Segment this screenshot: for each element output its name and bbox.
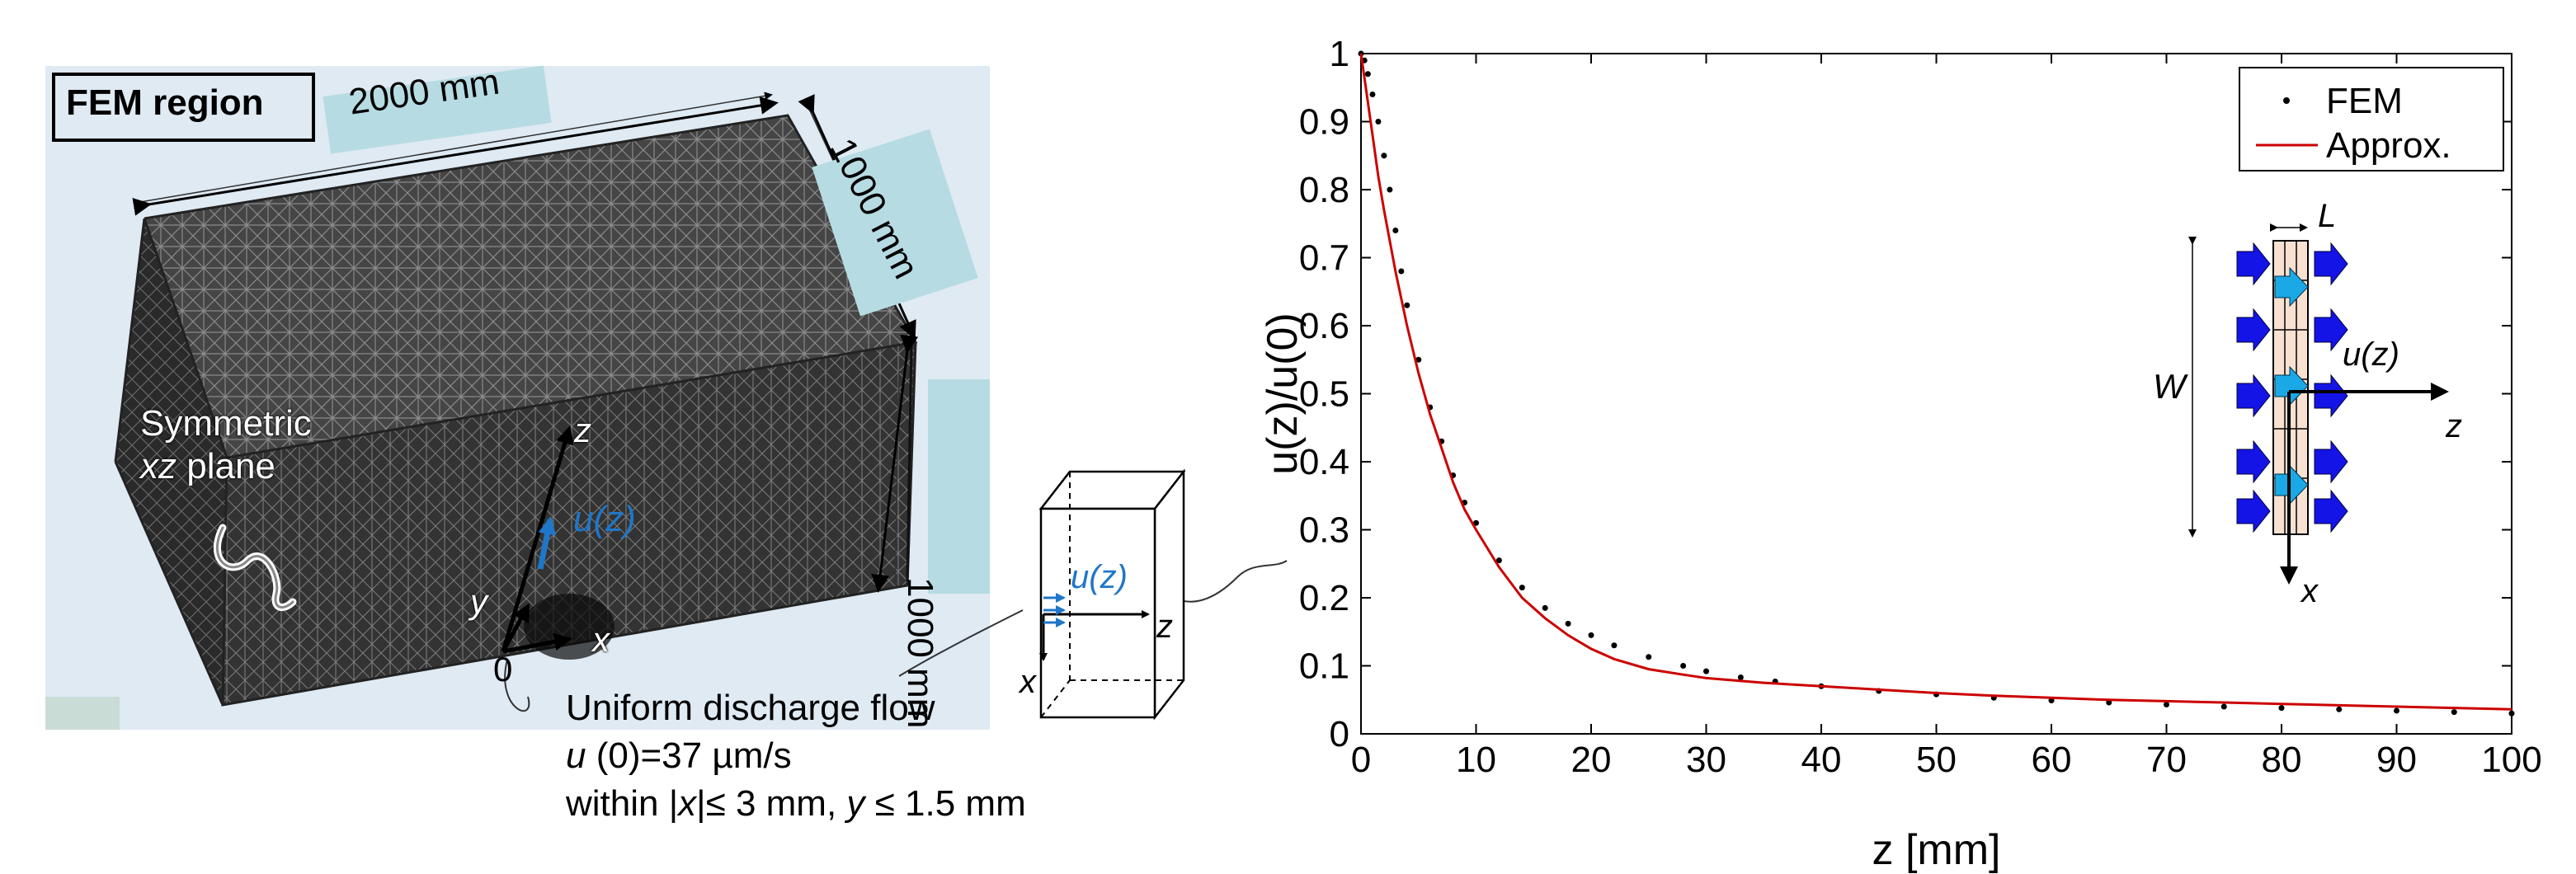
symmetric-label-line2: xz plane (140, 445, 312, 488)
x-tick-label: 40 (1801, 740, 1842, 780)
fem-data-point (1415, 356, 1422, 363)
inset-box (1038, 468, 1186, 721)
discharge-leader-line (504, 659, 530, 712)
legend-marker-fem (2283, 97, 2290, 104)
fem-region-label: FEM region (66, 82, 264, 123)
inset-box-x-label: x (1020, 664, 1036, 700)
inset-box-z-label: z (1156, 609, 1173, 645)
x-tick-label: 10 (1456, 740, 1496, 780)
chart-inset-W-label: W (2153, 367, 2186, 406)
fem-flow-label: u(z) (573, 499, 636, 539)
discharge-line3: within |x|≤ 3 mm, y ≤ 1.5 mm (566, 780, 1026, 828)
legend-label: Approx. (2326, 125, 2451, 166)
y-tick-label: 0.7 (1299, 238, 1349, 279)
chart-inset-L-label: L (2318, 198, 2337, 234)
fem-axis-z-label: z (574, 411, 591, 449)
fem-origin-label: 0 (493, 650, 513, 688)
fem-region-label-box (52, 73, 315, 142)
fem-data-point (1646, 654, 1652, 660)
y-tick-label: 1 (1330, 34, 1349, 74)
x-tick-label: 80 (2262, 740, 2302, 780)
y-tick-label: 0.4 (1299, 442, 1349, 482)
fem-data-point (2336, 706, 2343, 712)
x-tick-label: 60 (2032, 740, 2072, 780)
discharge-y: y (846, 783, 865, 824)
plane-word: plane (177, 446, 275, 486)
fem-data-point (2508, 710, 2515, 717)
fem-data-point (1495, 557, 1502, 564)
mesh-front-face (223, 342, 916, 705)
fem-data-point (1398, 268, 1405, 275)
mesh-left-face (115, 218, 227, 705)
chart-inset-z-label: z (2446, 408, 2462, 444)
legend-box (2239, 67, 2504, 172)
discharge-text: Uniform discharge flow u (0)=37 µm/s wit… (566, 684, 1026, 828)
discharge-line1: Uniform discharge flow (566, 688, 935, 728)
inset-box-flow-label: u(z) (1071, 559, 1128, 595)
x-tick-label: 50 (1916, 740, 1957, 780)
x-tick-label: 70 (2146, 740, 2187, 780)
discharge-x: x (678, 783, 697, 824)
discharge-within: within | (566, 783, 679, 824)
x-tick-label: 30 (1686, 740, 1726, 780)
fem-axis-y-label: y (470, 582, 487, 621)
symmetric-plane-label: Symmetric xz plane (140, 402, 312, 488)
fem-data-point (1369, 92, 1376, 97)
y-tick-label: 0.5 (1299, 374, 1349, 415)
fem-data-point (2220, 703, 2227, 710)
fem-data-point (1381, 153, 1387, 159)
fem-data-point (1680, 663, 1687, 669)
fem-data-point (1611, 642, 1618, 649)
fem-data-point (1703, 668, 1709, 674)
y-tick-label: 0.1 (1299, 646, 1349, 687)
fem-data-point (1473, 519, 1479, 526)
fem-data-point (2394, 707, 2399, 714)
fem-data-point (2164, 702, 2169, 708)
discharge-u: u (566, 735, 586, 776)
y-tick-label: 0.2 (1299, 578, 1349, 618)
chart-inset-x-label: x (2301, 573, 2318, 609)
y-tick-label: 0.6 (1299, 306, 1349, 346)
fem-data-point (1737, 674, 1744, 681)
y-tick-label: 0.8 (1299, 170, 1349, 210)
discharge-line2: u (0)=37 µm/s (566, 732, 1026, 780)
decay-chart: 0 10 20 30 40 50 60 70 80 90 100 0 0.1 0.2 0.3 0.4 0.5 0.… (1259, 34, 2542, 874)
fem-data-point (1565, 620, 1571, 627)
fem-axes (501, 425, 574, 654)
fem-data-point (1542, 604, 1548, 611)
chart-inset-diagram (2188, 223, 2449, 585)
approx-series-line (1359, 53, 2512, 711)
fem-axis-x-label: x (592, 620, 610, 659)
fem-data-point (1519, 585, 1525, 591)
fem-data-point (1387, 186, 1393, 193)
symmetric-label-line1: Symmetric (140, 403, 312, 444)
x-tick-label: 100 (2481, 740, 2541, 780)
x-axis-label: z [mm] (1872, 826, 2001, 874)
x-tick-label: 20 (1571, 740, 1612, 780)
y-tick-label: 0.9 (1299, 102, 1349, 143)
fem-data-point (2451, 709, 2457, 716)
y-tick-label: 0.3 (1299, 510, 1349, 551)
discharge-y-limit: ≤ 1.5 mm (864, 783, 1026, 824)
x-tick-label: 90 (2376, 740, 2417, 780)
legend-label: FEM (2326, 81, 2403, 121)
chart-inset-flow-label: u(z) (2343, 336, 2399, 373)
y-axis-label: u(z)/u(0) (1259, 312, 1307, 474)
fem-data-point (1588, 632, 1594, 638)
fem-data-point (1404, 302, 1410, 308)
fem-data-point (1392, 228, 1399, 233)
fem-data-point (1375, 119, 1382, 125)
fem-data-point (2278, 705, 2285, 712)
discharge-x-limit: |≤ 3 mm, (696, 783, 847, 824)
x-tick-label: 0 (1351, 740, 1371, 780)
discharge-value: (0)=37 µm/s (586, 735, 792, 776)
xz-italic: xz (140, 446, 177, 486)
fem-data-point (1364, 71, 1371, 78)
y-tick-label: 0 (1330, 714, 1349, 754)
